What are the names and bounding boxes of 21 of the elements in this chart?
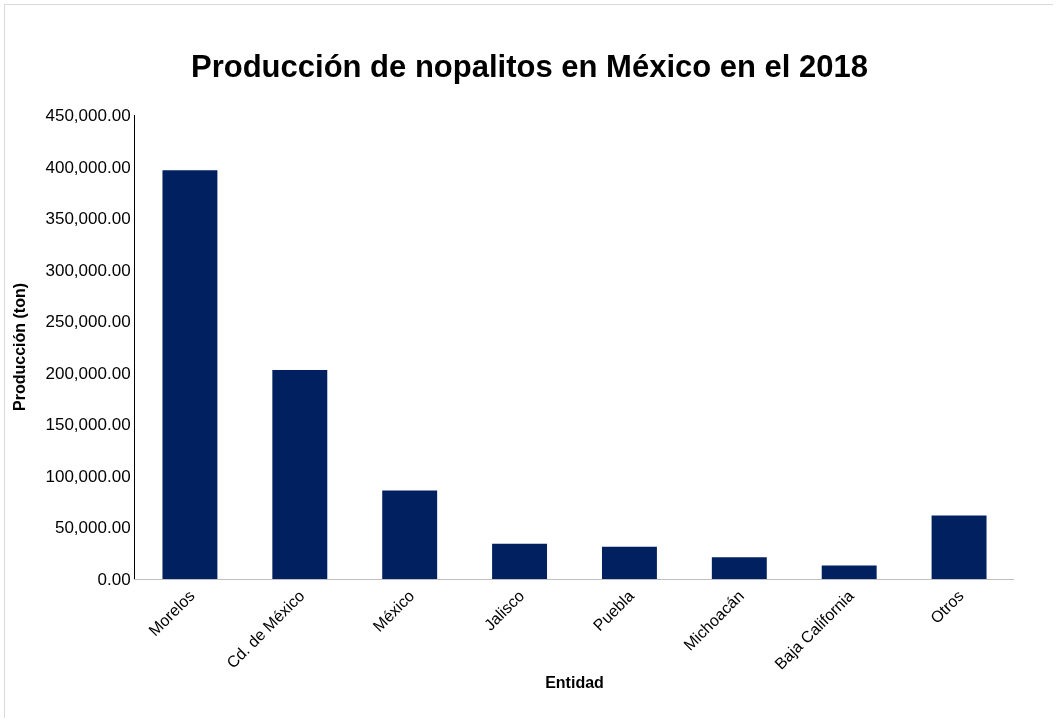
bar [711, 557, 767, 579]
y-tick-label: 100,000.00 [45, 466, 131, 486]
y-tick-label: 450,000.00 [45, 105, 131, 125]
bar [931, 515, 987, 579]
bar [382, 490, 438, 579]
x-axis-title: Entidad [545, 674, 604, 692]
y-tick-label: 250,000.00 [45, 312, 131, 332]
y-tick-label: 0.00 [97, 569, 131, 589]
y-tick-label: 400,000.00 [45, 157, 131, 177]
bar [272, 369, 328, 579]
y-axis-title: Producción (ton) [11, 283, 29, 411]
bar [601, 546, 657, 579]
y-tick-label: 200,000.00 [45, 363, 131, 383]
y-tick-label: 50,000.00 [54, 518, 131, 538]
bar [492, 543, 548, 579]
chart-title: Producción de nopalitos en México en el 2018 [190, 48, 869, 84]
y-tick-label: 300,000.00 [45, 260, 131, 280]
bar [821, 565, 877, 579]
y-tick-label: 350,000.00 [45, 209, 131, 229]
y-tick-label: 150,000.00 [45, 415, 131, 435]
bar [162, 170, 218, 579]
